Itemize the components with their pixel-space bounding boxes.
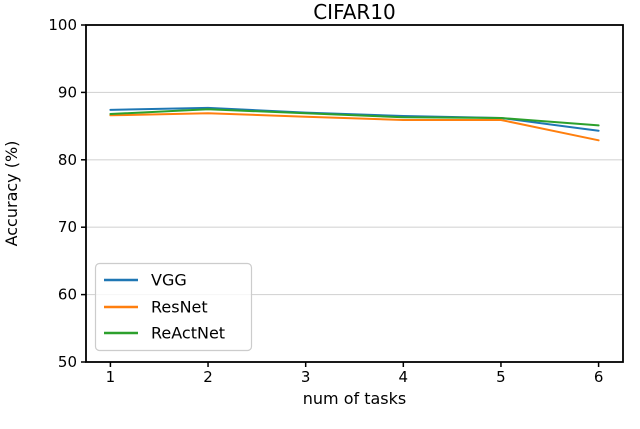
x-tick-label: 4 bbox=[399, 368, 409, 386]
plot-border bbox=[85, 24, 624, 363]
series-lines bbox=[109, 106, 600, 142]
y-tick-label: 70 bbox=[58, 218, 77, 236]
y-tick-label: 100 bbox=[48, 16, 77, 34]
y-tick-label: 60 bbox=[58, 286, 77, 304]
x-axis-ticks: 1 2 3 4 5 6 bbox=[106, 362, 604, 386]
legend-label-reactnet: ReActNet bbox=[151, 324, 225, 343]
legend-label-resnet: ResNet bbox=[151, 298, 208, 317]
y-tick-label: 80 bbox=[58, 151, 77, 169]
y-tick-label: 90 bbox=[58, 83, 77, 101]
x-axis-label: num of tasks bbox=[303, 389, 406, 408]
x-tick-label: 5 bbox=[496, 368, 506, 386]
x-tick-label: 6 bbox=[594, 368, 604, 386]
y-tick-label: 50 bbox=[58, 353, 77, 371]
chart-title: CIFAR10 bbox=[313, 0, 396, 24]
y-axis-ticks: 50 60 70 80 90 100 bbox=[48, 16, 86, 371]
legend-label-vgg: VGG bbox=[151, 271, 187, 290]
gridlines bbox=[86, 91, 623, 296]
x-tick-label: 3 bbox=[301, 368, 311, 386]
legend-entries: VGG ResNet ReActNet bbox=[104, 271, 225, 343]
x-tick-label: 1 bbox=[106, 368, 116, 386]
y-axis-label: Accuracy (%) bbox=[2, 141, 21, 247]
series-line-resnet bbox=[109, 112, 600, 142]
series-line-reactnet bbox=[109, 108, 600, 127]
legend: VGG ResNet ReActNet bbox=[94, 262, 253, 352]
x-tick-label: 2 bbox=[203, 368, 213, 386]
legend-box bbox=[94, 262, 253, 352]
